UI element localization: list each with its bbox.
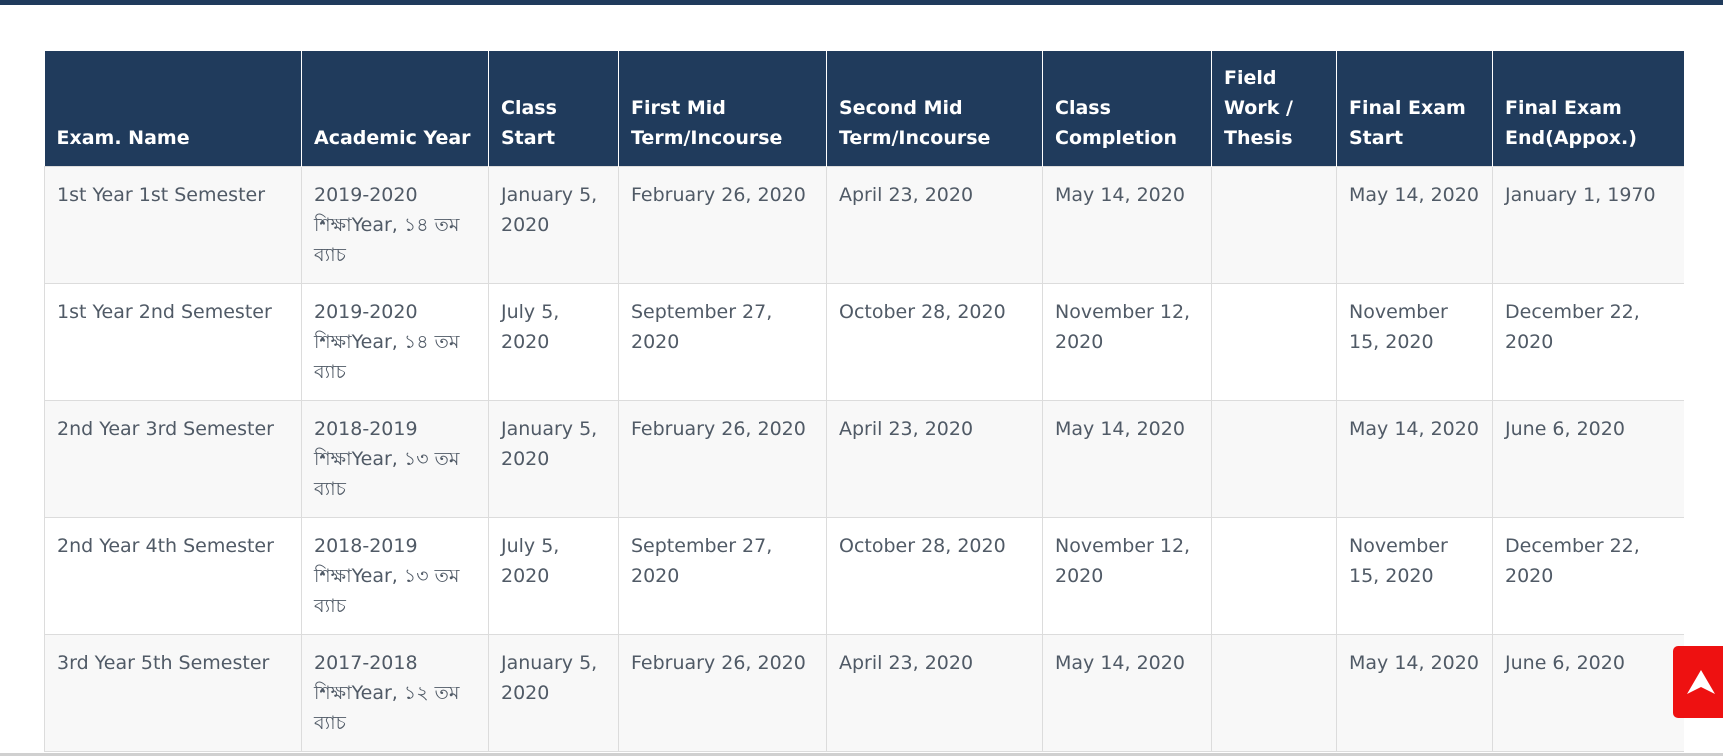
table-cell: 2nd Year 4th Semester [44, 517, 302, 635]
table-cell: 3rd Year 5th Semester [44, 634, 302, 752]
exam-schedule-table: Exam. Name Academic Year Class Start First … [44, 51, 1684, 752]
table-cell: December 22, 2020 [1492, 283, 1684, 401]
table-cell: October 28, 2020 [826, 517, 1043, 635]
table-cell: June 6, 2020 [1492, 634, 1684, 752]
table-row: 2nd Year 3rd Semester 2018-2019 শিক্ষাYea… [44, 400, 1684, 518]
arrow-up-icon [1687, 670, 1715, 694]
scroll-to-top-button[interactable] [1673, 646, 1723, 718]
exam-schedule-table-container: Exam. Name Academic Year Class Start First … [44, 51, 1684, 754]
table-cell: October 28, 2020 [826, 283, 1043, 401]
table-header: Exam. Name Academic Year Class Start First … [44, 51, 1684, 167]
table-cell [1211, 166, 1337, 284]
table-body: 1st Year 1st Semester 2019-2020 শিক্ষাYea… [44, 166, 1684, 752]
table-cell: February 26, 2020 [618, 634, 827, 752]
table-cell: July 5, 2020 [488, 283, 619, 401]
table-cell: April 23, 2020 [826, 400, 1043, 518]
table-cell: November 15, 2020 [1336, 283, 1493, 401]
table-cell: 1st Year 1st Semester [44, 166, 302, 284]
table-cell: May 14, 2020 [1042, 400, 1212, 518]
bottom-divider [0, 753, 1723, 756]
table-cell: May 14, 2020 [1042, 166, 1212, 284]
table-cell: January 5, 2020 [488, 400, 619, 518]
top-border-line [0, 0, 1723, 5]
table-cell: 2018-2019 শিক্ষাYear, ১৩ তম ব্যাচ [301, 400, 489, 518]
column-header: Final Exam End(Appox.) [1492, 51, 1684, 167]
table-cell: June 6, 2020 [1492, 400, 1684, 518]
table-cell: November 15, 2020 [1336, 517, 1493, 635]
table-cell: November 12, 2020 [1042, 283, 1212, 401]
table-cell [1211, 517, 1337, 635]
table-row: 2nd Year 4th Semester 2018-2019 শিক্ষাYea… [44, 517, 1684, 635]
table-cell [1211, 283, 1337, 401]
table-cell: 1st Year 2nd Semester [44, 283, 302, 401]
table-row: 1st Year 2nd Semester 2019-2020 শিক্ষাYea… [44, 283, 1684, 401]
column-header: Academic Year [301, 51, 489, 167]
table-cell: December 22, 2020 [1492, 517, 1684, 635]
header-row: Exam. Name Academic Year Class Start First … [44, 51, 1684, 167]
column-header: Final Exam Start [1336, 51, 1493, 167]
table-cell: May 14, 2020 [1336, 166, 1493, 284]
table-cell: April 23, 2020 [826, 634, 1043, 752]
table-cell: July 5, 2020 [488, 517, 619, 635]
table-row: 1st Year 1st Semester 2019-2020 শিক্ষাYea… [44, 166, 1684, 284]
table-cell: May 14, 2020 [1042, 634, 1212, 752]
table-cell: 2nd Year 3rd Semester [44, 400, 302, 518]
table-cell: 2019-2020 শিক্ষাYear, ১৪ তম ব্যাচ [301, 283, 489, 401]
column-header: Field Work / Thesis [1211, 51, 1337, 167]
column-header: Class Completion [1042, 51, 1212, 167]
table-cell: 2018-2019 শিক্ষাYear, ১৩ তম ব্যাচ [301, 517, 489, 635]
table-cell [1211, 634, 1337, 752]
table-cell: January 1, 1970 [1492, 166, 1684, 284]
column-header: Second Mid Term/Incourse [826, 51, 1043, 167]
table-cell: 2017-2018 শিক্ষাYear, ১২ তম ব্যাচ [301, 634, 489, 752]
table-cell: September 27, 2020 [618, 283, 827, 401]
column-header: Class Start [488, 51, 619, 167]
table-cell: September 27, 2020 [618, 517, 827, 635]
table-cell: April 23, 2020 [826, 166, 1043, 284]
table-cell: February 26, 2020 [618, 400, 827, 518]
table-cell: 2019-2020 শিক্ষাYear, ১৪ তম ব্যাচ [301, 166, 489, 284]
table-cell [1211, 400, 1337, 518]
table-cell: February 26, 2020 [618, 166, 827, 284]
table-cell: May 14, 2020 [1336, 400, 1493, 518]
table-cell: January 5, 2020 [488, 634, 619, 752]
table-cell: May 14, 2020 [1336, 634, 1493, 752]
column-header: First Mid Term/Incourse [618, 51, 827, 167]
column-header: Exam. Name [44, 51, 302, 167]
table-cell: January 5, 2020 [488, 166, 619, 284]
table-row: 3rd Year 5th Semester 2017-2018 শিক্ষাYea… [44, 634, 1684, 752]
table-cell: November 12, 2020 [1042, 517, 1212, 635]
